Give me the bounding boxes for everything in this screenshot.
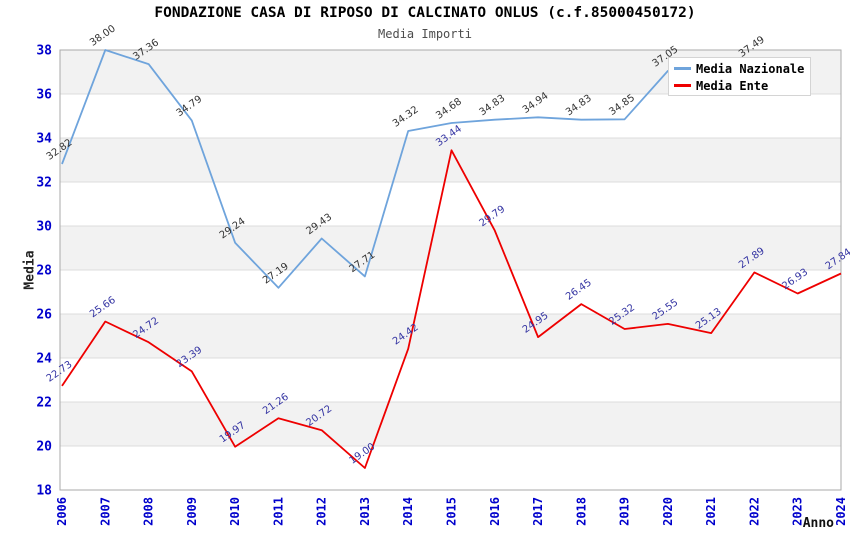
plot-band bbox=[60, 358, 841, 402]
x-tick-label: 2021 bbox=[704, 497, 718, 526]
y-tick-label: 36 bbox=[36, 88, 52, 103]
series-line-media-nazionale bbox=[61, 49, 755, 289]
line-swatch-icon bbox=[674, 84, 691, 87]
x-tick-label: 2017 bbox=[531, 497, 545, 526]
x-tick-label: 2007 bbox=[98, 497, 112, 526]
legend-item-media-nazionale: Media Nazionale bbox=[669, 60, 810, 77]
x-tick-label: 2013 bbox=[358, 497, 372, 526]
x-tick-label: 2012 bbox=[315, 497, 329, 526]
y-tick-label: 32 bbox=[36, 176, 52, 191]
y-tick-label: 20 bbox=[36, 440, 52, 455]
legend-item-media-ente: Media Ente bbox=[669, 77, 810, 94]
y-tick-label: 38 bbox=[36, 44, 52, 59]
plot-band bbox=[60, 314, 841, 358]
y-tick-label: 28 bbox=[36, 264, 52, 279]
legend-box: Media Nazionale Media Ente bbox=[668, 57, 811, 96]
plot-band bbox=[60, 446, 841, 490]
x-tick-label: 2008 bbox=[142, 497, 156, 526]
y-tick-label: 34 bbox=[36, 132, 52, 147]
legend-label: Media Ente bbox=[696, 78, 769, 93]
plot-band bbox=[60, 270, 841, 314]
y-tick-label: 22 bbox=[36, 396, 52, 411]
x-tick-label: 2015 bbox=[445, 497, 459, 526]
x-tick-label: 2018 bbox=[574, 497, 588, 526]
legend-label: Media Nazionale bbox=[696, 61, 805, 76]
line-swatch-icon bbox=[674, 67, 691, 70]
plot-band bbox=[60, 138, 841, 182]
plot-band bbox=[60, 94, 841, 138]
x-tick-label: 2011 bbox=[271, 497, 285, 526]
chart-subtitle: Media Importi bbox=[378, 27, 472, 41]
y-tick-label: 26 bbox=[36, 308, 52, 323]
x-tick-label: 2009 bbox=[185, 497, 199, 526]
x-tick-label: 2020 bbox=[661, 497, 675, 526]
x-tick-label: 2024 bbox=[834, 497, 848, 526]
x-tick-label: 2023 bbox=[791, 497, 805, 526]
x-tick-label: 2019 bbox=[618, 497, 632, 526]
y-axis-title: Media bbox=[22, 250, 38, 290]
plot-band bbox=[60, 226, 841, 270]
x-tick-label: 2010 bbox=[228, 497, 242, 526]
x-axis-title: Anno bbox=[802, 516, 834, 531]
x-tick-label: 2006 bbox=[55, 497, 69, 526]
plot-band bbox=[60, 182, 841, 226]
plot-border bbox=[59, 49, 842, 491]
chart-title: FONDAZIONE CASA DI RIPOSO DI CALCINATO O… bbox=[154, 5, 696, 21]
x-tick-label: 2016 bbox=[488, 497, 502, 526]
y-tick-label: 30 bbox=[36, 220, 52, 235]
plot-band bbox=[60, 402, 841, 446]
x-tick-label: 2014 bbox=[401, 497, 415, 526]
x-tick-label: 2022 bbox=[747, 497, 761, 526]
y-tick-label: 18 bbox=[36, 484, 52, 499]
series-line-media-ente bbox=[61, 149, 842, 469]
y-tick-label: 24 bbox=[36, 352, 52, 367]
